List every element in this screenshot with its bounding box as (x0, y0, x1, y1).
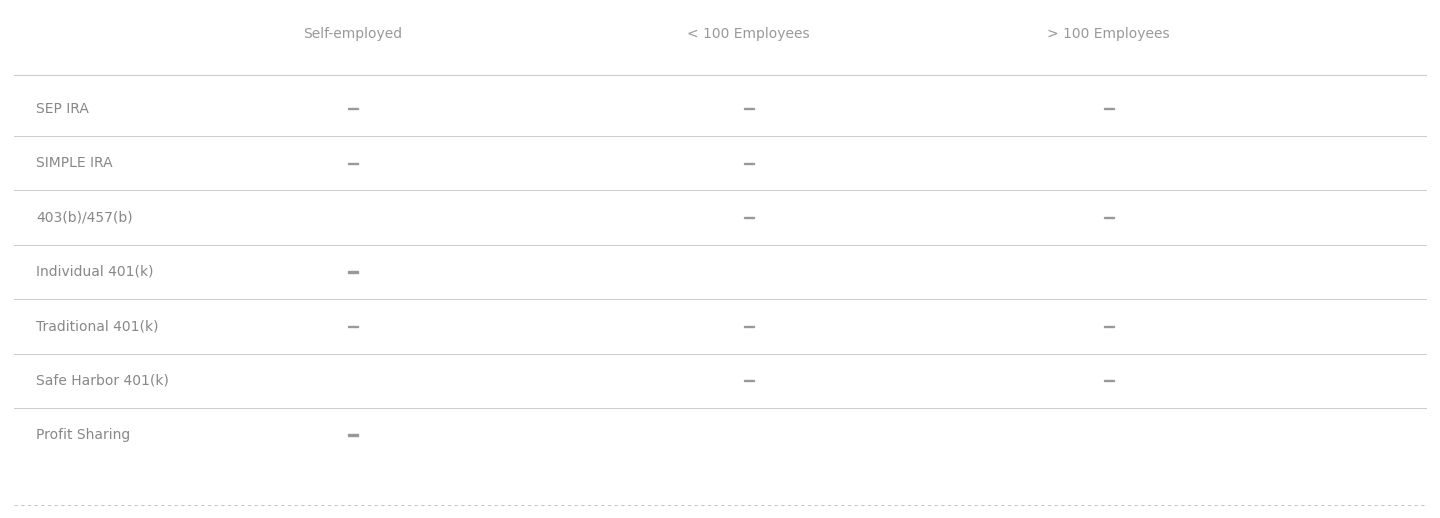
FancyBboxPatch shape (348, 163, 357, 164)
FancyBboxPatch shape (744, 380, 755, 381)
Text: < 100 Employees: < 100 Employees (687, 26, 811, 41)
Text: Profit Sharing: Profit Sharing (36, 428, 130, 442)
Text: Safe Harbor 401(k): Safe Harbor 401(k) (36, 373, 168, 388)
FancyBboxPatch shape (744, 163, 755, 164)
FancyBboxPatch shape (1104, 108, 1115, 109)
FancyBboxPatch shape (348, 435, 357, 436)
FancyBboxPatch shape (348, 326, 357, 327)
Text: Traditional 401(k): Traditional 401(k) (36, 319, 158, 334)
Text: 403(b)/457(b): 403(b)/457(b) (36, 210, 132, 225)
Text: Individual 401(k): Individual 401(k) (36, 265, 154, 279)
FancyBboxPatch shape (744, 326, 755, 327)
FancyBboxPatch shape (1104, 217, 1115, 218)
FancyBboxPatch shape (348, 108, 357, 109)
Text: Self-employed: Self-employed (304, 26, 402, 41)
Text: > 100 Employees: > 100 Employees (1047, 26, 1171, 41)
FancyBboxPatch shape (744, 217, 755, 218)
Text: SIMPLE IRA: SIMPLE IRA (36, 156, 112, 170)
FancyBboxPatch shape (1104, 326, 1115, 327)
FancyBboxPatch shape (348, 271, 357, 272)
FancyBboxPatch shape (744, 108, 755, 109)
Text: SEP IRA: SEP IRA (36, 102, 89, 116)
FancyBboxPatch shape (1104, 380, 1115, 381)
